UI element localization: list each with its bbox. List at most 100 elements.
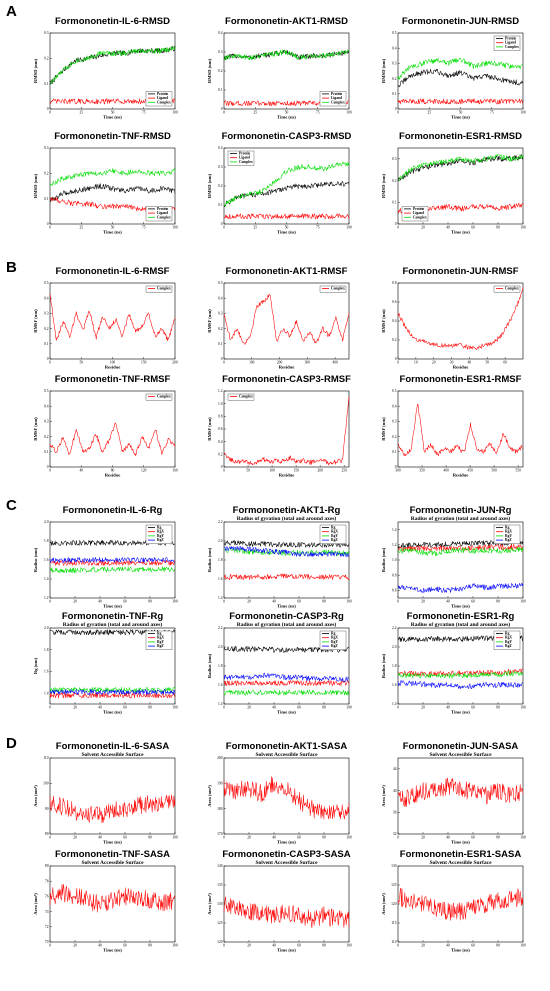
y-tick-label: 2.2 [218,626,223,630]
chart-c-1: Formononetin-IL-6-Rg 0 20 40 60 80 100 1.2 1.4 1.… [33,505,178,609]
series-line-complex [397,286,524,350]
series-line-complex [223,49,350,61]
y-tick-label: 0.2 [44,172,49,176]
y-axis-label: Area (nm²) [381,785,386,807]
plot-frame [397,282,524,360]
y-tick-label: 2.0 [44,520,49,524]
y-tick-label: 120 [391,902,397,906]
x-tick-label: 50 [79,361,83,365]
x-tick-label: 60 [471,836,475,840]
y-tick-label: 0.5 [44,281,49,285]
x-tick-label: 50 [485,361,489,365]
x-tick-label: 40 [468,361,472,365]
series-line-rgz [397,680,524,690]
x-tick-label: 100 [520,944,526,948]
x-tick-label: 75 [316,111,320,115]
y-tick-label: 0.1 [392,200,397,204]
chart-a-3: Formononetin-JUN-RMSD 0 25 50 75 100 0 0.1 0.2 0.… [381,16,526,120]
y-axis-label: RMSD (nm) [207,173,212,198]
x-tick-label: 100 [172,836,178,840]
y-tick-label: 0.4 [44,296,49,300]
legend-label: RgX [157,636,164,640]
x-tick-label: 60 [297,944,301,948]
y-tick-label: 1.6 [392,683,397,687]
legend-label: Complex [331,100,345,104]
series-line-rgz [223,545,350,558]
y-tick-label: 0.2 [392,338,397,342]
y-tick-label: 0 [47,357,49,361]
plot-frame [397,390,524,468]
x-axis-label: Residue [453,365,469,370]
legend-label: Rg [157,526,162,530]
x-tick-label: 100 [520,836,526,840]
series-line-complex [397,57,524,80]
x-tick-label: 60 [123,836,127,840]
y-tick-label: 36 [393,810,397,814]
series-line-ligand [223,213,350,220]
series-line-complex [223,396,350,466]
x-tick-label: 0 [397,600,399,604]
x-axis-label: Residue [279,365,295,370]
y-tick-label: 1.0 [218,402,223,406]
x-tick-label: 200 [277,361,283,365]
legend-label: RgY [505,640,512,644]
legend-label: RgZ [157,644,164,648]
y-axis-label: RMSF (nm) [33,417,38,441]
x-axis-label: Residue [105,473,121,478]
y-tick-label: 0.5 [392,389,397,393]
y-tick-label: 78 [45,879,49,883]
panel-letter-c: C [6,497,17,514]
y-tick-label: 0.1 [392,92,397,96]
x-tick-label: 250 [341,469,347,473]
x-tick-label: 75 [142,111,146,115]
x-tick-label: 80 [148,706,152,710]
x-tick-label: 40 [98,944,102,948]
chart-b-4: Formononetin-TNF-RMSF 0 40 80 120 160 0 0.1 0.2 0… [33,374,178,478]
legend-label: Complex [413,215,427,219]
x-tick-label: 40 [446,600,450,604]
series-line-rgy [397,546,524,557]
x-tick-label: 80 [111,469,115,473]
y-tick-label: 44 [393,767,397,771]
y-axis-label: RMSD (nm) [33,58,38,83]
y-axis-label: RMSD (nm) [381,173,386,198]
legend-label: Protein [157,207,168,211]
x-axis-label: Residue [279,473,295,478]
x-tick-label: 100 [346,836,352,840]
x-tick-label: 100 [172,600,178,604]
series-line-complex [49,45,176,86]
x-tick-label: 80 [496,600,500,604]
y-axis-label: Area (nm²) [381,893,386,915]
x-tick-label: 100 [346,600,352,604]
y-tick-label: 0.2 [44,327,49,331]
y-tick-label: 1.2 [44,596,49,600]
x-tick-label: 500 [491,469,497,473]
y-tick-label: 0.4 [44,404,49,408]
legend-box [493,524,521,544]
x-tick-label: 60 [123,706,127,710]
x-tick-label: 0 [223,226,225,230]
y-tick-label: 2.0 [44,626,49,630]
x-tick-label: 100 [520,226,526,230]
y-axis-label: RMSD (nm) [381,58,386,83]
chart-b-5: Formononetin-CASP3-RMSF 0 50 100 150 200 250 0 0… [207,374,351,478]
legend-label: Rg [331,632,336,636]
x-axis-label: Time (ns) [451,115,470,120]
chart-title: Formononetin-JUN-RMSD [402,16,519,27]
chart-title: Formononetin-JUN-Rg [410,505,512,516]
chart-a-2: Formononetin-AKT1-RMSD 0 25 50 75 100 0 0.1 0.2 0… [207,16,352,120]
chart-subtitle: Solvent Accessible Surface [429,752,492,758]
legend-label: Ligand [157,211,168,215]
plot-frame [223,282,350,360]
y-tick-label: 0 [395,222,397,226]
x-tick-label: 60 [471,706,475,710]
y-tick-label: 0.2 [218,184,223,188]
y-tick-label: 0.2 [392,435,397,439]
y-axis-label: Area (nm²) [33,893,38,915]
series-line-complex [397,403,524,457]
legend-label: RgX [331,636,338,640]
y-tick-label: 1.4 [218,596,223,600]
x-tick-label: 0 [397,706,399,710]
